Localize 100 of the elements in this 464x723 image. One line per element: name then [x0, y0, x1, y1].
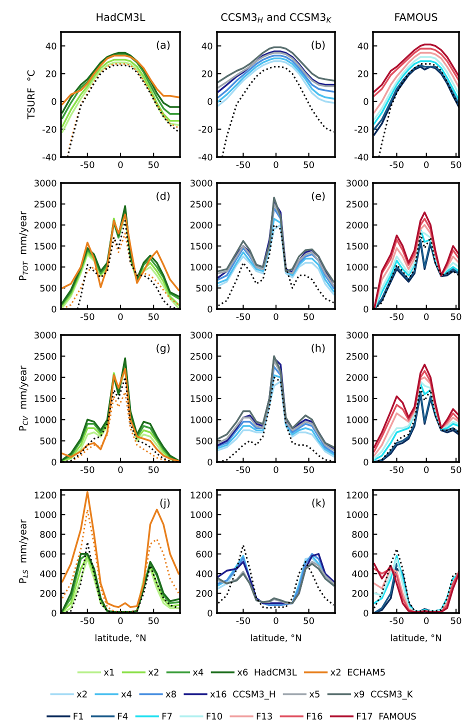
legend-label: F13	[256, 712, 272, 720]
y-tick-label: 1000	[190, 264, 212, 271]
legend-label: F16	[306, 712, 322, 720]
x-tick-label: -50	[80, 466, 94, 474]
y-tick-label: 2000	[346, 374, 368, 381]
x-axis-title: latitude, °N	[96, 634, 146, 642]
x-tick-label: 0	[274, 313, 278, 320]
y-tick-label: 2000	[34, 222, 56, 229]
annotation: (e)	[312, 192, 325, 202]
annotation: (k)	[312, 498, 325, 508]
x-tick-label: -50	[236, 161, 250, 168]
x-tick-label: -50	[80, 617, 94, 624]
annotation: (j)	[160, 498, 170, 509]
x-tick-label: -50	[390, 617, 404, 624]
y-axis-title: P$_{LS}$ mm/year	[19, 519, 28, 583]
line-series	[61, 54, 180, 106]
y-tick-label: 1500	[34, 242, 56, 250]
legend-label: F17 FAMOUS	[357, 712, 416, 720]
annotation: (g)	[156, 344, 170, 354]
legend-label: x2 ECHAM5	[330, 668, 385, 676]
y-tick-label: 500	[196, 438, 212, 444]
y-tick-label: -40	[354, 154, 368, 161]
y-tick-label: 800	[40, 531, 56, 538]
legend-label: x2	[148, 668, 158, 676]
y-tick-label: 2500	[346, 200, 368, 208]
y-tick-label: -40	[42, 154, 56, 161]
y-tick-label: 1200	[34, 492, 56, 498]
x-tick-label: 0	[424, 617, 429, 624]
y-tick-label: 0	[364, 306, 368, 313]
y-tick-label: 0	[208, 458, 212, 466]
chart-title: CCSM3$_{H}$ and CCSM3$_{K}$	[221, 12, 332, 23]
x-tick-label: -50	[236, 617, 250, 624]
x-tick-label: 0	[424, 313, 429, 320]
y-tick-label: 40	[46, 42, 56, 50]
legend-label: F10	[206, 712, 222, 720]
y-axis-title: P$_{CV}$ mm/year	[19, 366, 28, 430]
x-tick-label: -50	[390, 161, 404, 168]
y-tick-label: 1500	[190, 242, 212, 250]
y-tick-label: 2000	[346, 222, 368, 229]
y-tick-label: 2000	[190, 374, 212, 381]
y-tick-label: 0	[208, 306, 212, 313]
legend-label: x6 HadCM3L	[237, 668, 297, 676]
x-axis-title: latitude, °N	[391, 634, 441, 642]
x-tick-label: -50	[80, 313, 94, 320]
x-tick-label: 50	[148, 617, 159, 624]
y-tick-label: 20	[46, 70, 56, 78]
x-tick-label: 50	[148, 161, 159, 168]
annotation: (d)	[156, 192, 170, 202]
y-axis-title: P$_{TOT}$ mm/year	[19, 211, 28, 280]
x-tick-label: 50	[304, 313, 314, 320]
y-tick-label: 3000	[346, 332, 368, 339]
y-tick-label: 1500	[346, 395, 368, 402]
x-tick-label: -50	[390, 313, 404, 320]
y-tick-label: 1200	[190, 492, 212, 498]
y-tick-label: 40	[358, 42, 368, 50]
legend-label: x5	[309, 690, 320, 698]
x-tick-label: -50	[236, 313, 250, 320]
y-tick-label: 1000	[34, 264, 56, 271]
x-tick-label: 0	[424, 466, 429, 474]
x-tick-label: 50	[450, 466, 462, 474]
y-tick-label: 20	[358, 70, 368, 78]
legend-label: x4	[121, 690, 132, 698]
y-tick-label: 2500	[190, 352, 212, 360]
y-tick-label: 0	[364, 458, 368, 466]
annotation: (a)	[156, 40, 170, 50]
y-tick-label: 1000	[190, 416, 212, 424]
y-tick-label: 2000	[190, 222, 212, 229]
legend-label: x8	[166, 690, 176, 698]
x-tick-label: 0	[118, 161, 123, 168]
x-tick-label: 50	[304, 617, 314, 624]
y-tick-label: 800	[352, 531, 368, 538]
x-tick-label: 0	[274, 161, 278, 168]
x-tick-label: 50	[450, 313, 462, 320]
chart-title: FAMOUS	[395, 13, 438, 22]
y-tick-label: 1000	[346, 264, 368, 271]
x-tick-label: 50	[304, 466, 314, 474]
y-tick-label: 3000	[190, 332, 212, 339]
legend-label: x2	[76, 690, 87, 698]
y-tick-label: 600	[196, 550, 212, 558]
x-tick-label: 0	[118, 466, 123, 474]
y-tick-label: 400	[352, 570, 368, 578]
y-tick-label: 0	[208, 610, 212, 617]
y-tick-label: 500	[352, 438, 368, 444]
y-tick-label: 500	[196, 284, 212, 292]
y-tick-label: 400	[196, 570, 212, 578]
x-tick-label: 0	[118, 617, 123, 624]
chart-title: HadCM3L	[96, 12, 146, 22]
x-tick-label: 0	[274, 617, 278, 624]
y-tick-label: 500	[352, 284, 368, 292]
y-tick-label: 600	[40, 550, 56, 558]
y-tick-label: 1000	[346, 511, 368, 518]
y-tick-label: 20	[202, 70, 212, 78]
y-tick-label: -40	[198, 154, 212, 161]
legend-label: F7	[162, 712, 172, 720]
line-series	[373, 52, 459, 114]
legend-label: F4	[118, 712, 128, 720]
x-tick-label: -50	[236, 466, 250, 474]
x-tick-label: 50	[450, 617, 462, 624]
legend-label: x1	[104, 668, 114, 676]
y-tick-label: 600	[352, 550, 368, 558]
